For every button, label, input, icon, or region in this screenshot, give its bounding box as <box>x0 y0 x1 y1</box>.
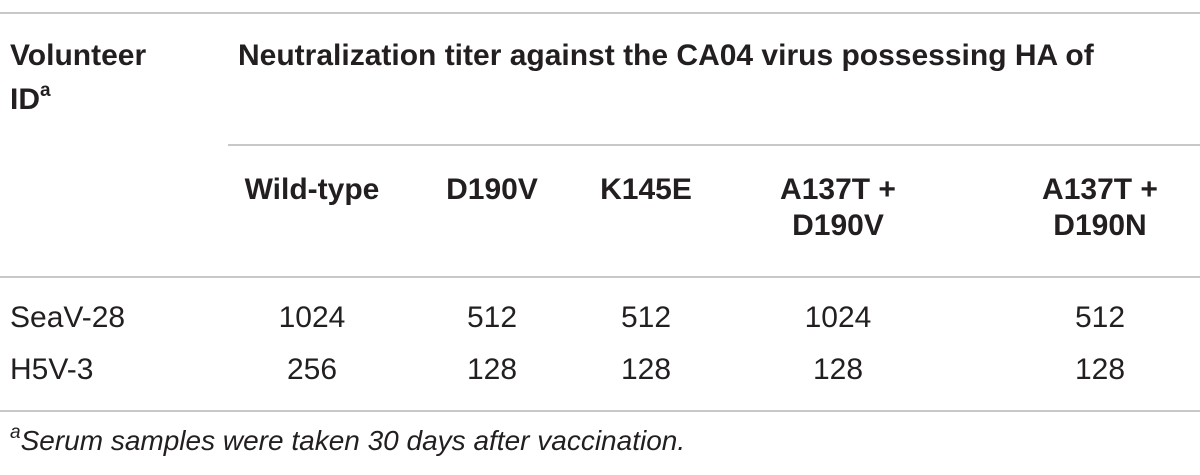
table-row-id: SeaV-28 <box>10 301 126 334</box>
neutralization-group-header: Neutralization titer against the CA04 vi… <box>238 39 1094 72</box>
footnote-text: Serum samples were taken 30 days after v… <box>20 425 686 456</box>
volunteer-id-header-line2: IDa <box>10 80 51 118</box>
table-cell: 512 <box>1074 301 1126 334</box>
column-header-a137t-d190v: A137T + D190V <box>780 173 896 242</box>
table-cell: 128 <box>1074 353 1126 386</box>
column-header-d190v: D190V <box>446 173 538 206</box>
table-cell: 512 <box>620 301 672 334</box>
table-row-id: H5V-3 <box>10 353 94 386</box>
column-header-wild-type: Wild-type <box>244 173 380 206</box>
table-cell: 256 <box>286 353 338 386</box>
table-cell: 128 <box>812 353 864 386</box>
volunteer-id-header: Volunteer <box>10 38 146 74</box>
volunteer-id-label: Volunteer <box>10 39 147 72</box>
column-header-a137t-d190n: A137T + D190N <box>1042 173 1158 242</box>
volunteer-footnote-mark: a <box>40 80 51 101</box>
table-cell: 1024 <box>804 301 872 334</box>
table-cell: 512 <box>466 301 518 334</box>
table-bottom-rule <box>0 410 1200 412</box>
header-bottom-rule <box>0 276 1200 278</box>
volunteer-id-label-line2: ID <box>10 83 40 116</box>
table-top-rule <box>0 12 1200 14</box>
table-cell: 128 <box>620 353 672 386</box>
table-cell: 1024 <box>278 301 346 334</box>
group-header-rule <box>228 144 1200 146</box>
table-footnote: aSerum samples were taken 30 days after … <box>10 421 686 458</box>
footnote-mark: a <box>10 421 21 443</box>
column-header-k145e: K145E <box>600 173 692 206</box>
table-cell: 128 <box>466 353 518 386</box>
